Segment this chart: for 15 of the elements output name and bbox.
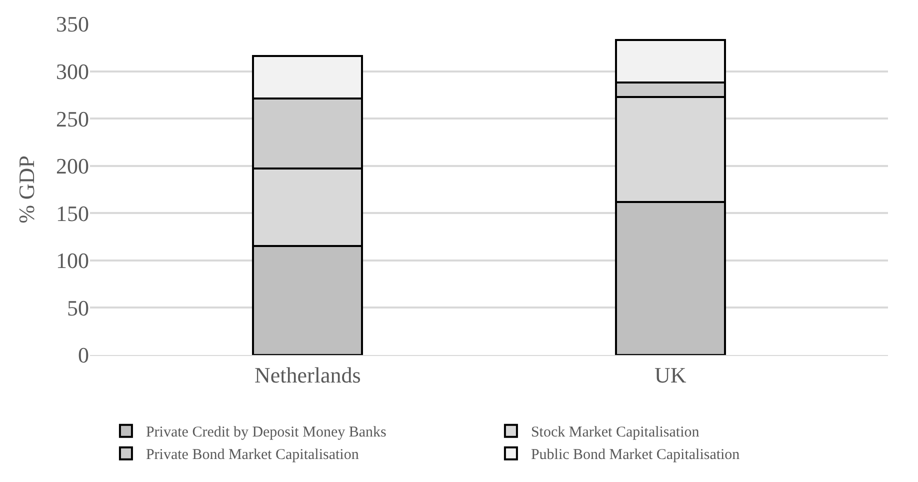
y-tick-label: 250	[56, 106, 89, 132]
legend-label: Private Credit by Deposit Money Banks	[146, 424, 387, 441]
legend-label: Stock Market Capitalisation	[530, 424, 700, 441]
y-axis-title: % GDP	[14, 156, 39, 224]
legend-label: Public Bond Market Capitalisation	[530, 447, 740, 464]
x-tick-label: UK	[654, 362, 686, 388]
x-tick-label: Netherlands	[254, 362, 361, 388]
y-tick-label: 300	[56, 58, 89, 84]
y-tick-label: 200	[56, 154, 89, 179]
y-tick-label: 0	[78, 342, 89, 368]
y-tick-label: 50	[67, 295, 89, 320]
y-tick-label: 150	[56, 200, 89, 226]
legend-label: Private Bond Market Capitalisation	[146, 447, 360, 464]
y-tick-label: 350	[56, 12, 89, 37]
y-tick-label: 100	[56, 248, 89, 274]
